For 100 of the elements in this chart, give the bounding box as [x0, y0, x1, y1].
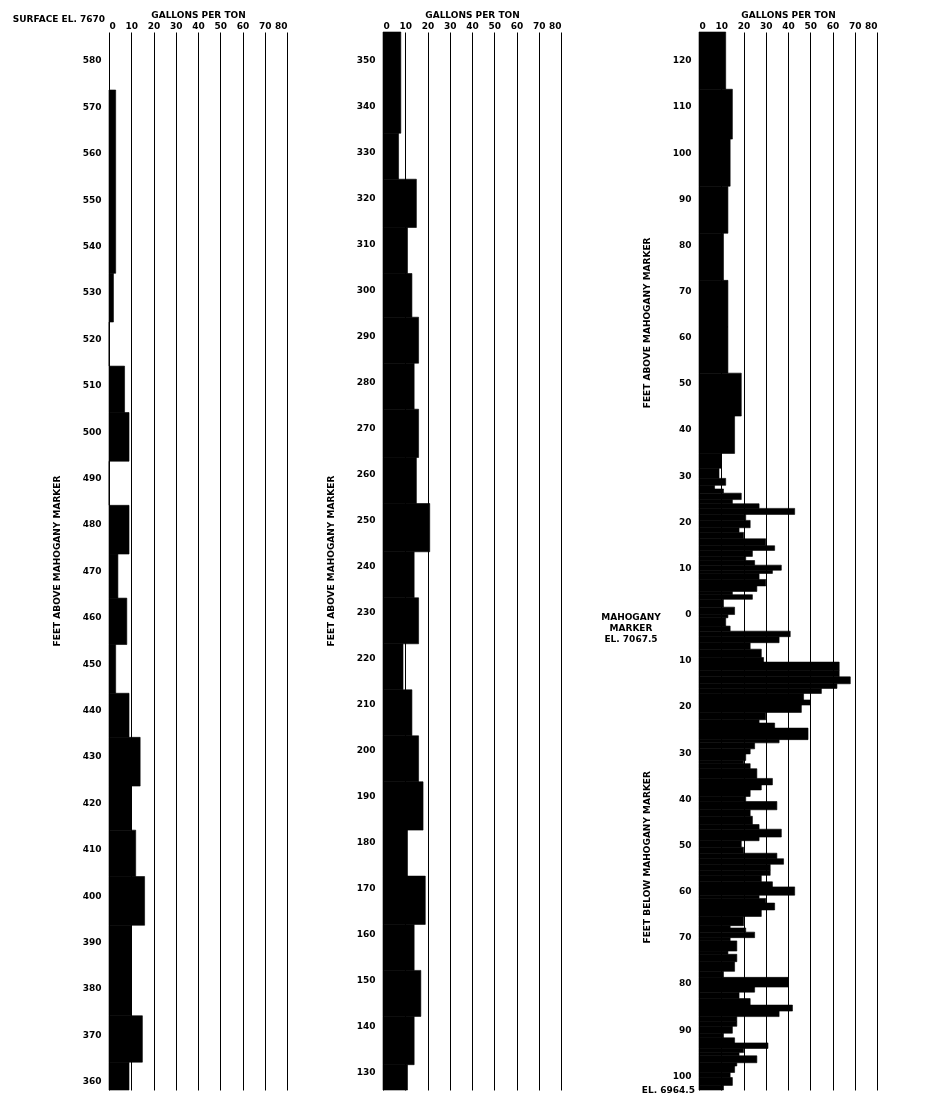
y-tick-label: 160 [356, 929, 376, 940]
y-tick-label: 320 [356, 193, 376, 204]
y-tick-label: 60 [678, 886, 692, 897]
x-tick-label: 10 [399, 20, 413, 31]
text: EL. 6964.5 [641, 1085, 695, 1095]
x-tick-label: 0 [383, 20, 390, 31]
y-tick-label: 200 [356, 745, 376, 756]
y-tick-label: 530 [82, 287, 102, 298]
y-tick-label: 400 [82, 890, 102, 901]
text: FEET BELOW MAHOGANY MARKER [642, 770, 652, 944]
y-tick-label: 60 [678, 332, 692, 343]
x-tick-label: 60 [826, 20, 840, 31]
y-tick-label: 360 [82, 1076, 102, 1087]
y-tick-label: 250 [356, 515, 376, 526]
x-tick-label: 70 [848, 20, 862, 31]
y-tick-label: 100 [672, 147, 692, 158]
y-tick-label: 10 [678, 655, 692, 666]
x-tick-label: 50 [488, 20, 502, 31]
y-tick-label: 70 [678, 932, 692, 943]
y-tick-label: 210 [356, 699, 376, 710]
y-tick-label: 580 [82, 55, 102, 66]
x-tick-label: 20 [147, 20, 161, 31]
y-tick-label: 300 [356, 285, 376, 296]
y-tick-label: 390 [82, 937, 102, 948]
x-tick-label: 20 [737, 20, 751, 31]
y-axis-title: FEET ABOVE MAHOGANY MARKER [326, 475, 336, 647]
y-tick-label: 480 [82, 519, 102, 530]
y-tick-label: 460 [82, 612, 102, 623]
x-tick-label: 30 [169, 20, 183, 31]
y-tick-label: 140 [356, 1021, 376, 1032]
y-tick-label: 80 [678, 978, 692, 989]
x-tick-label: 40 [466, 20, 479, 31]
y-tick-label: 220 [356, 653, 376, 664]
x-tick-label: 70 [532, 20, 546, 31]
y-tick-label: 570 [82, 101, 102, 112]
y-tick-label: 180 [356, 837, 376, 848]
y-tick-label: 130 [356, 1067, 376, 1078]
x-tick-label: 40 [192, 20, 205, 31]
x-tick-label: 60 [510, 20, 524, 31]
x-tick-label: 80 [274, 20, 288, 31]
y-tick-label: 290 [356, 331, 376, 342]
y-tick-label: 560 [82, 148, 102, 159]
y-tick-label: 520 [82, 333, 102, 344]
y-tick-label: 100 [672, 1070, 692, 1081]
x-tick-label: 0 [109, 20, 116, 31]
y-tick-label: 20 [678, 701, 692, 712]
y-axis-title: FEET ABOVE MAHOGANY MARKER [642, 237, 652, 409]
y-tick-label: 450 [82, 658, 102, 669]
x-tick-label: 40 [782, 20, 795, 31]
y-tick-label: 70 [678, 286, 692, 296]
y-tick-label: 270 [356, 423, 376, 434]
y-tick-label: 550 [82, 194, 102, 205]
y-tick-label: 380 [82, 983, 102, 994]
y-tick-label: 40 [678, 424, 692, 435]
y-tick-label: 330 [356, 147, 376, 158]
x-tick-label: 60 [236, 20, 250, 31]
y-tick-label: 430 [82, 751, 102, 762]
text: SURFACE EL. 7670 [12, 14, 105, 25]
y-tick-label: 340 [356, 101, 376, 112]
x-tick-label: 0 [699, 20, 706, 31]
y-tick-label: 470 [82, 565, 102, 576]
y-tick-label: 20 [678, 516, 692, 527]
y-tick-label: 370 [82, 1029, 102, 1040]
y-tick-label: 280 [356, 377, 376, 388]
y-tick-label: 150 [356, 975, 376, 986]
y-tick-label: 500 [82, 426, 102, 437]
x-tick-label: 80 [548, 20, 562, 31]
y-tick-label: 110 [672, 101, 692, 112]
x-axis-title: GALLONS PER TON [741, 9, 836, 20]
x-tick-label: 30 [443, 20, 457, 31]
y-tick-label: 260 [356, 469, 376, 480]
x-axis-title: GALLONS PER TON [151, 9, 246, 20]
y-tick-label: 30 [678, 470, 692, 481]
y-tick-label: 420 [82, 797, 102, 808]
x-tick-label: 20 [421, 20, 435, 31]
y-tick-label: 540 [82, 240, 102, 251]
x-tick-label: 10 [715, 20, 729, 31]
y-tick-label: 440 [82, 704, 102, 715]
x-tick-label: 30 [759, 20, 773, 31]
y-tick-label: 170 [356, 883, 376, 894]
x-axis-title: GALLONS PER TON [425, 9, 520, 20]
y-tick-label: 490 [82, 472, 102, 483]
y-tick-label: 350 [356, 55, 376, 66]
x-tick-label: 10 [125, 20, 139, 31]
x-tick-label: 50 [804, 20, 818, 31]
y-tick-label: 40 [678, 793, 692, 804]
y-tick-label: 230 [356, 607, 376, 618]
y-tick-label: 50 [678, 839, 692, 850]
y-tick-label: 240 [356, 561, 376, 572]
x-tick-label: 80 [864, 20, 878, 31]
text: MAHOGANY MARKER EL. 7067.5 [601, 612, 662, 645]
x-tick-label: 50 [214, 20, 228, 31]
y-tick-label: 50 [678, 378, 692, 389]
x-tick-label: 70 [258, 20, 272, 31]
y-tick-label: 0 [685, 609, 692, 620]
y-tick-label: 90 [678, 1024, 692, 1035]
y-axis-title: FEET ABOVE MAHOGANY MARKER [52, 475, 62, 647]
y-tick-label: 80 [678, 239, 692, 250]
y-tick-label: 30 [678, 747, 692, 758]
y-tick-label: 90 [678, 193, 692, 204]
